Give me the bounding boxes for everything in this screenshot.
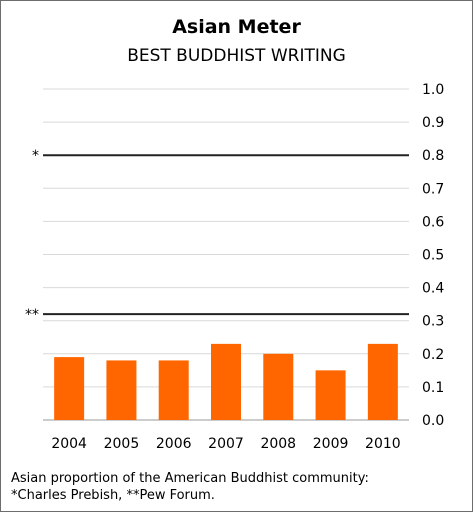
x-tick-label: 2010 <box>365 436 401 452</box>
y-tick-label: 0.8 <box>422 148 444 164</box>
y-tick-label: 0.1 <box>422 380 444 396</box>
x-tick-label: 2009 <box>313 436 349 452</box>
x-tick-label: 2004 <box>51 436 87 452</box>
reference-line-label: * <box>32 148 39 164</box>
y-tick-label: 0.9 <box>422 115 444 131</box>
y-tick-label: 0.6 <box>422 214 444 230</box>
y-tick-label: 0.3 <box>422 314 444 330</box>
y-tick-label: 0.0 <box>422 413 444 429</box>
x-axis-ticks: 2004 2005 2006 2007 2008 2009 2010 <box>51 436 400 452</box>
y-tick-label: 0.7 <box>422 181 444 197</box>
footnote: Asian proportion of the American Buddhis… <box>11 470 369 504</box>
x-tick-label: 2005 <box>104 436 140 452</box>
x-tick-label: 2008 <box>260 436 296 452</box>
bar-chart: *** 1.00.90.80.70.60.50.40.30.20.10.0 20… <box>25 82 444 452</box>
bar <box>367 343 398 420</box>
footnote-line-1: Asian proportion of the American Buddhis… <box>11 471 369 486</box>
y-tick-label: 0.4 <box>422 281 444 297</box>
bar <box>158 360 189 420</box>
bar <box>315 370 346 420</box>
reference-line-label: ** <box>25 307 39 323</box>
x-tick-label: 2007 <box>208 436 244 452</box>
y-tick-label: 0.2 <box>422 347 444 363</box>
bar <box>54 357 85 420</box>
chart-title: Asian Meter <box>172 16 301 38</box>
y-axis-ticks: 1.0 0.9 0.8 0.7 0.6 0.5 0.4 0.3 0.2 0.1 0.0 <box>422 82 444 429</box>
footnote-line-2: *Charles Prebish, **Pew Forum. <box>11 488 215 503</box>
bar <box>211 343 241 420</box>
x-tick-label: 2006 <box>156 436 192 452</box>
bar <box>263 353 294 420</box>
y-tick-label: 0.5 <box>422 248 444 264</box>
reference-lines: *** <box>25 148 409 323</box>
bar <box>106 360 137 420</box>
chart-subtitle: BEST BUDDHIST WRITING <box>127 46 346 66</box>
y-tick-label: 1.0 <box>422 82 444 98</box>
bars <box>54 343 398 420</box>
